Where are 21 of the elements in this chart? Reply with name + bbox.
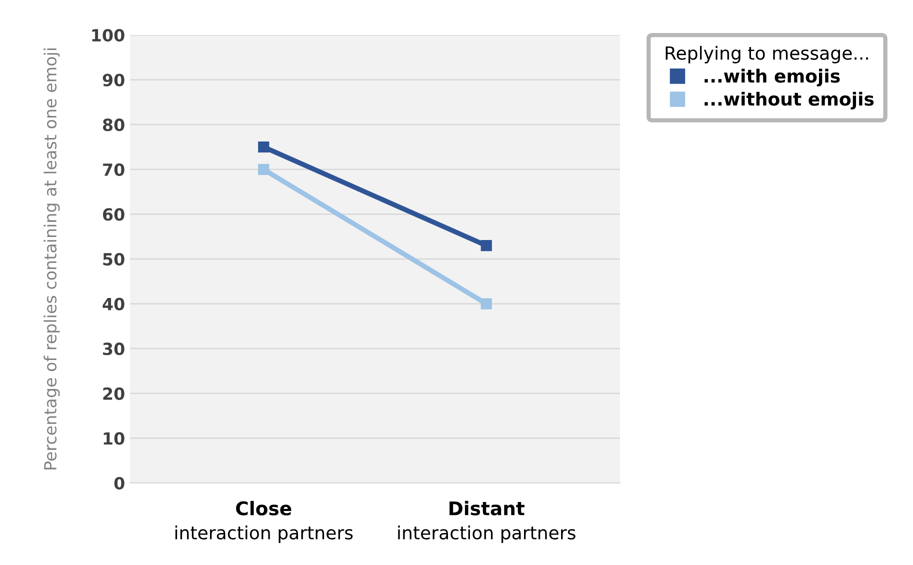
point [480, 240, 492, 252]
y-tick-label: 0 [114, 476, 124, 490]
y-tick-label: 90 [102, 74, 124, 86]
y-tick-label: 100 [92, 28, 124, 42]
point [258, 141, 270, 153]
y-tick-label: 70 [103, 163, 124, 176]
y-axis-title: Percentage of replies containing at least one emoji [44, 48, 60, 470]
y-tick-label: 30 [103, 342, 124, 356]
legend-title: Replying to message... [666, 46, 868, 64]
x-tick-label: Distant interaction partners [398, 500, 576, 544]
x-tick-label: Close interaction partners [175, 500, 353, 544]
point [480, 298, 492, 310]
y-tick-label: 40 [102, 298, 124, 310]
y-tick-label: 60 [102, 208, 124, 221]
y-tick-label: 80 [102, 118, 124, 132]
y-tick-label: 50 [103, 252, 124, 266]
y-tick-label: 10 [104, 432, 124, 445]
legend-label: ...without emojis [704, 92, 874, 110]
legend-label: ...with emojis [704, 68, 840, 86]
point [258, 164, 270, 175]
y-tick-label: 20 [103, 387, 124, 400]
